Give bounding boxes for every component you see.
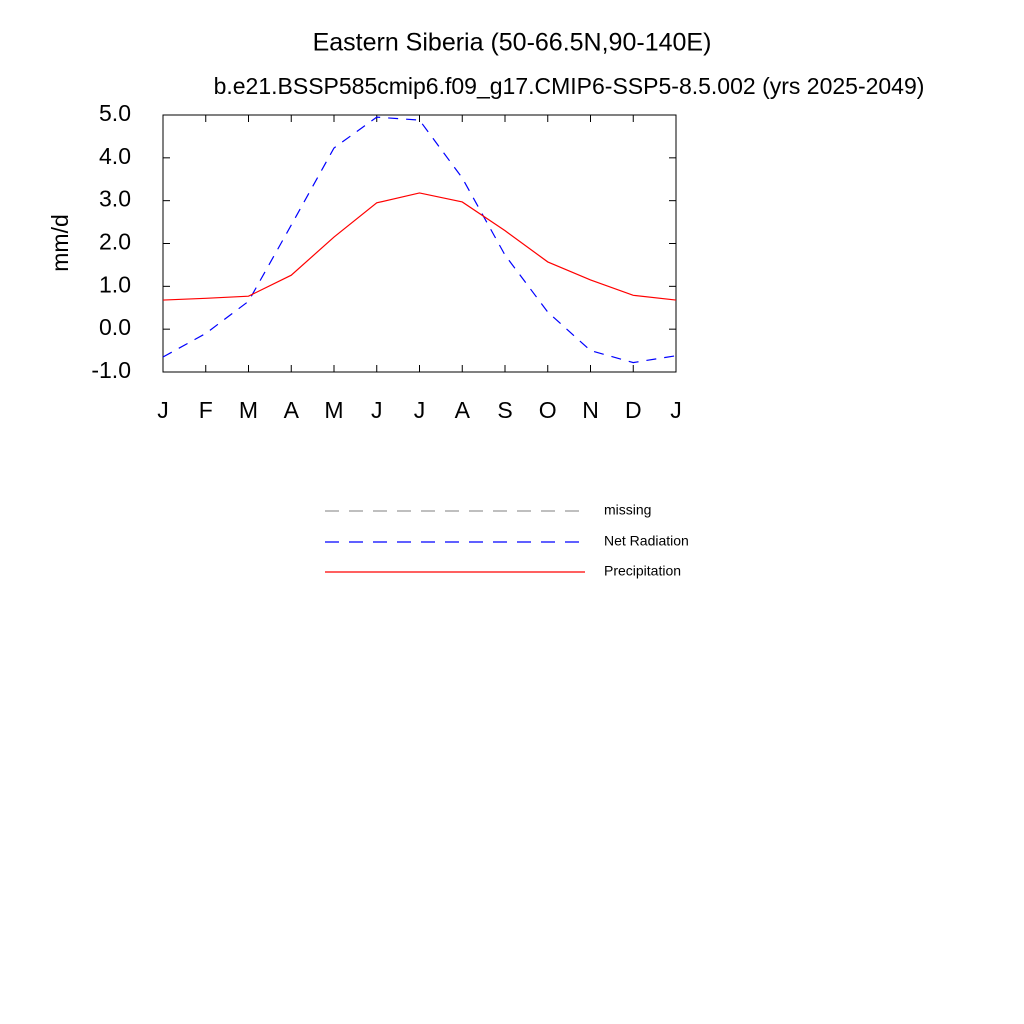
x-tick-label: S (497, 397, 512, 423)
y-tick-label: -1.0 (91, 357, 131, 383)
x-tick-label: F (199, 397, 213, 423)
y-tick-label: 0.0 (99, 314, 131, 340)
x-tick-label: A (455, 397, 471, 423)
x-tick-label: M (324, 397, 343, 423)
x-tick-label: M (239, 397, 258, 423)
x-tick-label: J (414, 397, 426, 423)
x-tick-label: O (539, 397, 557, 423)
x-tick-label: A (284, 397, 300, 423)
chart-title: Eastern Siberia (50-66.5N,90-140E) (313, 29, 712, 57)
y-tick-label: 5.0 (99, 100, 131, 126)
legend-label: Net Radiation (604, 533, 689, 549)
x-tick-label: N (582, 397, 599, 423)
legend-label: Precipitation (604, 563, 681, 579)
series-line (162, 192, 677, 301)
y-tick-label: 3.0 (99, 186, 131, 212)
legend-label: missing (604, 502, 651, 518)
series-line (162, 116, 677, 364)
x-tick-label: J (157, 397, 169, 423)
x-tick-label: D (625, 397, 642, 423)
x-tick-label: J (371, 397, 383, 423)
chart-subtitle: b.e21.BSSP585cmip6.f09_g17.CMIP6-SSP5-8.… (214, 73, 925, 99)
plot-frame (162, 114, 677, 373)
y-tick-label: 4.0 (99, 143, 131, 169)
x-tick-label: J (670, 397, 682, 423)
y-tick-label: 2.0 (99, 229, 131, 255)
y-axis-label: mm/d (47, 214, 73, 272)
y-tick-label: 1.0 (99, 271, 131, 297)
